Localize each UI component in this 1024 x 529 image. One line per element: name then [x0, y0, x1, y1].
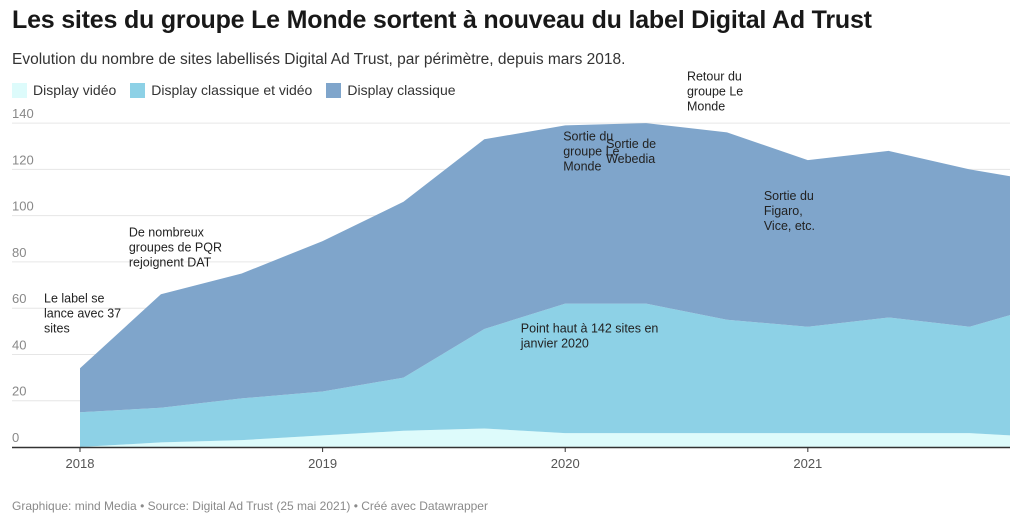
annotation-4-line-3: Monde: [563, 159, 601, 173]
annotation-7: Sortie du Figaro, Vice, etc.: [764, 189, 815, 233]
legend-label-display-video: Display vidéo: [33, 82, 117, 98]
annotation-3-line-1: Point haut à 142 sites en: [521, 321, 659, 335]
annotation-7-line-1: Sortie du: [764, 189, 814, 203]
x-tick-label-2019: 2019: [308, 456, 337, 471]
axis-layer: 2018 2019 2020 2021: [12, 446, 1010, 471]
legend-label-display-classique-video: Display classique et vidéo: [151, 82, 313, 98]
chart-legend: Display vidéo Display classique et vidéo…: [12, 82, 456, 98]
legend-item-display-classique: Display classique: [326, 82, 456, 98]
annotation-4-line-1: Sortie du: [563, 129, 613, 143]
y-tick-label-120: 120: [12, 152, 34, 167]
annotation-1: Le label se lance avec 37 sites: [44, 291, 121, 335]
chart-title: Les sites du groupe Le Monde sortent à n…: [12, 6, 872, 34]
area-series-display-classique-video: [80, 303, 1010, 447]
area-series-display-video: [80, 428, 1010, 447]
annotation-7-line-3: Vice, etc.: [764, 219, 815, 233]
x-tick-label-2021: 2021: [793, 456, 822, 471]
legend-swatch-display-classique: [326, 82, 342, 98]
annotation-3-line-2: janvier 2020: [520, 336, 589, 350]
y-tick-label-20: 20: [12, 384, 26, 399]
annotation-6-line-3: Monde: [687, 99, 725, 113]
legend-item-display-classique-video: Display classique et vidéo: [130, 82, 312, 98]
y-tick-label-140: 140: [12, 106, 34, 121]
legend-swatch-display-classique-video: [130, 82, 146, 98]
annotation-6-line-2: groupe Le: [687, 84, 743, 98]
annotation-1-line-3: sites: [44, 321, 70, 335]
legend-swatch-display-video: [12, 82, 27, 98]
area-layer: [80, 123, 1010, 447]
annotation-7-line-2: Figaro,: [764, 204, 803, 218]
x-tick-label-2020: 2020: [551, 456, 580, 471]
annotation-1-line-2: lance avec 37: [44, 306, 121, 320]
annotation-2-line-1: De nombreux: [129, 225, 205, 239]
y-tick-label-100: 100: [12, 199, 34, 214]
y-tick-label-80: 80: [12, 245, 26, 260]
legend-item-display-video: Display vidéo: [12, 82, 116, 98]
annotation-6: Retour du groupe Le Monde: [687, 69, 743, 113]
y-tick-label-60: 60: [12, 291, 26, 306]
annotation-3: Point haut à 142 sites en janvier 2020: [520, 321, 659, 350]
annotation-2: De nombreux groupes de PQR rejoignent DAT: [129, 225, 222, 269]
annotation-4: Sortie du groupe Le Monde: [563, 129, 619, 173]
chart-subtitle: Evolution du nombre de sites labellisés …: [12, 51, 626, 68]
x-tick-label-2018: 2018: [66, 456, 95, 471]
chart-footer: Graphique: mind Media • Source: Digital …: [12, 499, 488, 513]
annotation-2-line-3: rejoignent DAT: [129, 255, 212, 269]
annotation-5-line-2: Webedia: [606, 152, 655, 166]
annotation-1-line-1: Le label se: [44, 291, 105, 305]
annotation-5: Sortie de Webedia: [606, 137, 656, 166]
legend-label-display-classique: Display classique: [347, 82, 456, 98]
y-tick-label-0: 0: [12, 430, 19, 445]
annotation-4-line-2: groupe Le: [563, 144, 619, 158]
y-tick-label-40: 40: [12, 337, 26, 352]
area-series-display-classique: [80, 123, 1010, 413]
annotation-6-line-1: Retour du: [687, 69, 742, 83]
annotation-5-line-1: Sortie de: [606, 137, 656, 151]
annotation-2-line-2: groupes de PQR: [129, 240, 222, 254]
